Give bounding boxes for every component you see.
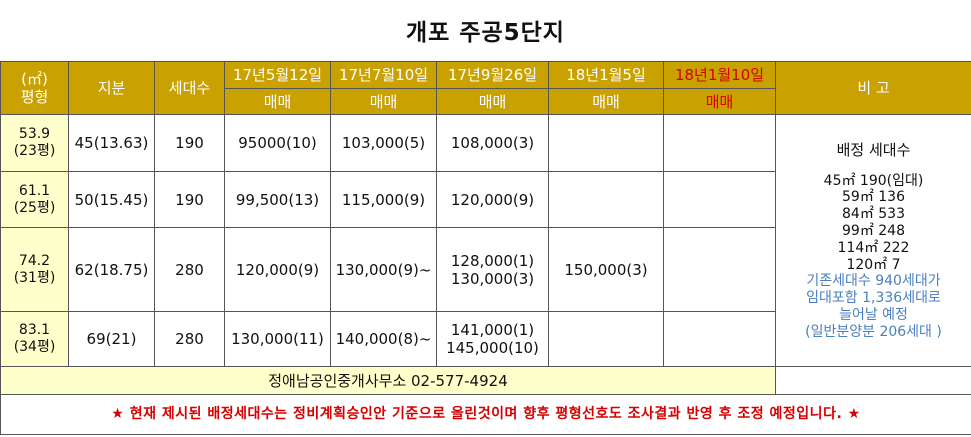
price-cell-2: 130,000(9)~ bbox=[330, 227, 437, 312]
share-header: 지분 bbox=[68, 61, 155, 115]
notice-row: ★ 현재 제시된 배정세대수는 정비계획승인안 기준으로 올린것이며 향후 평형… bbox=[0, 394, 971, 435]
price-cell-3: 128,000(1) 130,000(3) bbox=[436, 227, 549, 312]
area-label: 평형 bbox=[20, 88, 49, 106]
area-cell: 74.2 (31평) bbox=[0, 227, 69, 312]
area-unit: (㎡) bbox=[21, 70, 48, 88]
price-value: 130,000(3) bbox=[450, 269, 535, 288]
price-cell-4: 150,000(3) bbox=[548, 227, 664, 312]
remarks-line: 84㎡ 533 bbox=[842, 206, 905, 223]
price-table: (㎡) 평형 지분 세대수 17년5월12일 17년7월10일 17년9월26일… bbox=[0, 61, 971, 435]
price-value: 141,000(1) bbox=[450, 321, 535, 339]
remarks-blue-line: 임대포함 1,336세대로 bbox=[806, 290, 941, 307]
remarks-heading: 배정 세대수 bbox=[836, 140, 911, 159]
star-icon: ★ bbox=[847, 406, 861, 423]
share-cell: 50(15.45) bbox=[68, 171, 155, 228]
remarks-header: 비 고 bbox=[775, 61, 971, 115]
trade-header-3: 매매 bbox=[436, 88, 549, 115]
pyeong-value: (23평) bbox=[13, 143, 56, 159]
area-header: (㎡) 평형 bbox=[0, 61, 69, 115]
price-cell-1: 99,500(13) bbox=[224, 171, 331, 228]
remarks-blue-line: 늘어날 예정 bbox=[839, 306, 908, 323]
price-cell-4 bbox=[548, 171, 664, 228]
area-value: 53.9 bbox=[18, 126, 51, 143]
remarks-cell: 배정 세대수 45㎡ 190(임대) 59㎡ 136 84㎡ 533 99㎡ 2… bbox=[775, 114, 971, 367]
header-row-top: (㎡) 평형 지분 세대수 17년5월12일 17년7월10일 17년9월26일… bbox=[0, 61, 971, 115]
notice-cell: ★ 현재 제시된 배정세대수는 정비계획승인안 기준으로 올린것이며 향후 평형… bbox=[0, 394, 971, 435]
price-value: 145,000(10) bbox=[446, 339, 539, 357]
price-value: 120,000(9) bbox=[450, 190, 535, 209]
table-row: 83.1 (34평) 69(21) 280 130,000(11) 140,00… bbox=[0, 311, 971, 367]
table-row: 74.2 (31평) 62(18.75) 280 120,000(9) 130,… bbox=[0, 227, 971, 312]
area-cell: 61.1 (25평) bbox=[0, 171, 69, 228]
trade-header-2: 매매 bbox=[330, 88, 437, 115]
trade-header-1: 매매 bbox=[224, 88, 331, 115]
pyeong-value: (34평) bbox=[13, 339, 56, 355]
price-cell-4 bbox=[548, 114, 664, 172]
remarks-blue-line: (일반분양분 206세대 ) bbox=[805, 323, 942, 340]
table-row: 53.9 (23평) 45(13.63) 190 95000(10) 103,0… bbox=[0, 114, 971, 367]
price-cell-3: 120,000(9) bbox=[436, 171, 549, 228]
area-value: 83.1 bbox=[18, 322, 51, 339]
share-cell: 62(18.75) bbox=[68, 227, 155, 312]
remarks-line: 45㎡ 190(임대) bbox=[823, 172, 924, 189]
header-row-bottom: 매매 매매 매매 매매 매매 bbox=[1, 88, 971, 115]
trade-header-4: 매매 bbox=[548, 88, 664, 115]
price-cell-2: 115,000(9) bbox=[330, 171, 437, 228]
date-header-4: 18년1월5일 bbox=[548, 61, 664, 89]
price-cell-5 bbox=[663, 114, 776, 172]
price-cell-3: 141,000(1) 145,000(10) bbox=[436, 311, 549, 367]
area-value: 61.1 bbox=[18, 182, 51, 199]
price-cell-5 bbox=[663, 227, 776, 312]
price-cell-2: 103,000(5) bbox=[330, 114, 437, 172]
trade-header-5: 매매 bbox=[663, 88, 776, 115]
households-header: 세대수 bbox=[154, 61, 225, 115]
date-header-5: 18년1월10일 bbox=[663, 61, 776, 89]
pyeong-value: (25평) bbox=[13, 199, 56, 216]
page-title: 개포 주공5단지 bbox=[406, 20, 565, 46]
date-header-2: 17년7월10일 bbox=[330, 61, 437, 89]
date-header-3: 17년9월26일 bbox=[436, 61, 549, 89]
households-cell: 190 bbox=[154, 171, 225, 228]
share-cell: 45(13.63) bbox=[68, 114, 155, 172]
price-cell-2: 140,000(8)~ bbox=[330, 311, 437, 367]
remarks-line: 114㎡ 222 bbox=[837, 239, 910, 256]
price-cell-5 bbox=[663, 311, 776, 367]
price-cell-1: 120,000(9) bbox=[224, 227, 331, 312]
remarks-blue-line: 기존세대수 940세대가 bbox=[806, 273, 941, 290]
remarks-line: 99㎡ 248 bbox=[842, 222, 905, 239]
area-cell: 53.9 (23평) bbox=[0, 114, 69, 172]
price-cell-5 bbox=[663, 171, 776, 228]
date-header-1: 17년5월12일 bbox=[224, 61, 331, 89]
households-cell: 190 bbox=[154, 114, 225, 172]
price-value: 128,000(1) bbox=[450, 251, 535, 270]
star-icon: ★ bbox=[111, 406, 125, 423]
price-value: 108,000(3) bbox=[450, 134, 535, 152]
households-cell: 280 bbox=[154, 311, 225, 367]
area-cell: 83.1 (34평) bbox=[0, 311, 69, 367]
price-cell-1: 130,000(11) bbox=[224, 311, 331, 367]
price-cell-4 bbox=[548, 311, 664, 367]
share-cell: 69(21) bbox=[68, 311, 155, 367]
office-contact: 정애남공인중개사무소 02-577-4924 bbox=[0, 366, 776, 395]
notice-text: 현재 제시된 배정세대수는 정비계획승인안 기준으로 올린것이며 향후 평형선호… bbox=[129, 406, 843, 423]
remarks-line: 120㎡ 7 bbox=[846, 256, 901, 273]
price-cell-1: 95000(10) bbox=[224, 114, 331, 172]
pyeong-value: (31평) bbox=[13, 269, 56, 286]
remarks-line: 59㎡ 136 bbox=[842, 189, 905, 206]
price-cell-3: 108,000(3) bbox=[436, 114, 549, 172]
households-cell: 280 bbox=[154, 227, 225, 312]
area-value: 74.2 bbox=[18, 252, 51, 269]
office-row: 정애남공인중개사무소 02-577-4924 bbox=[0, 366, 971, 395]
